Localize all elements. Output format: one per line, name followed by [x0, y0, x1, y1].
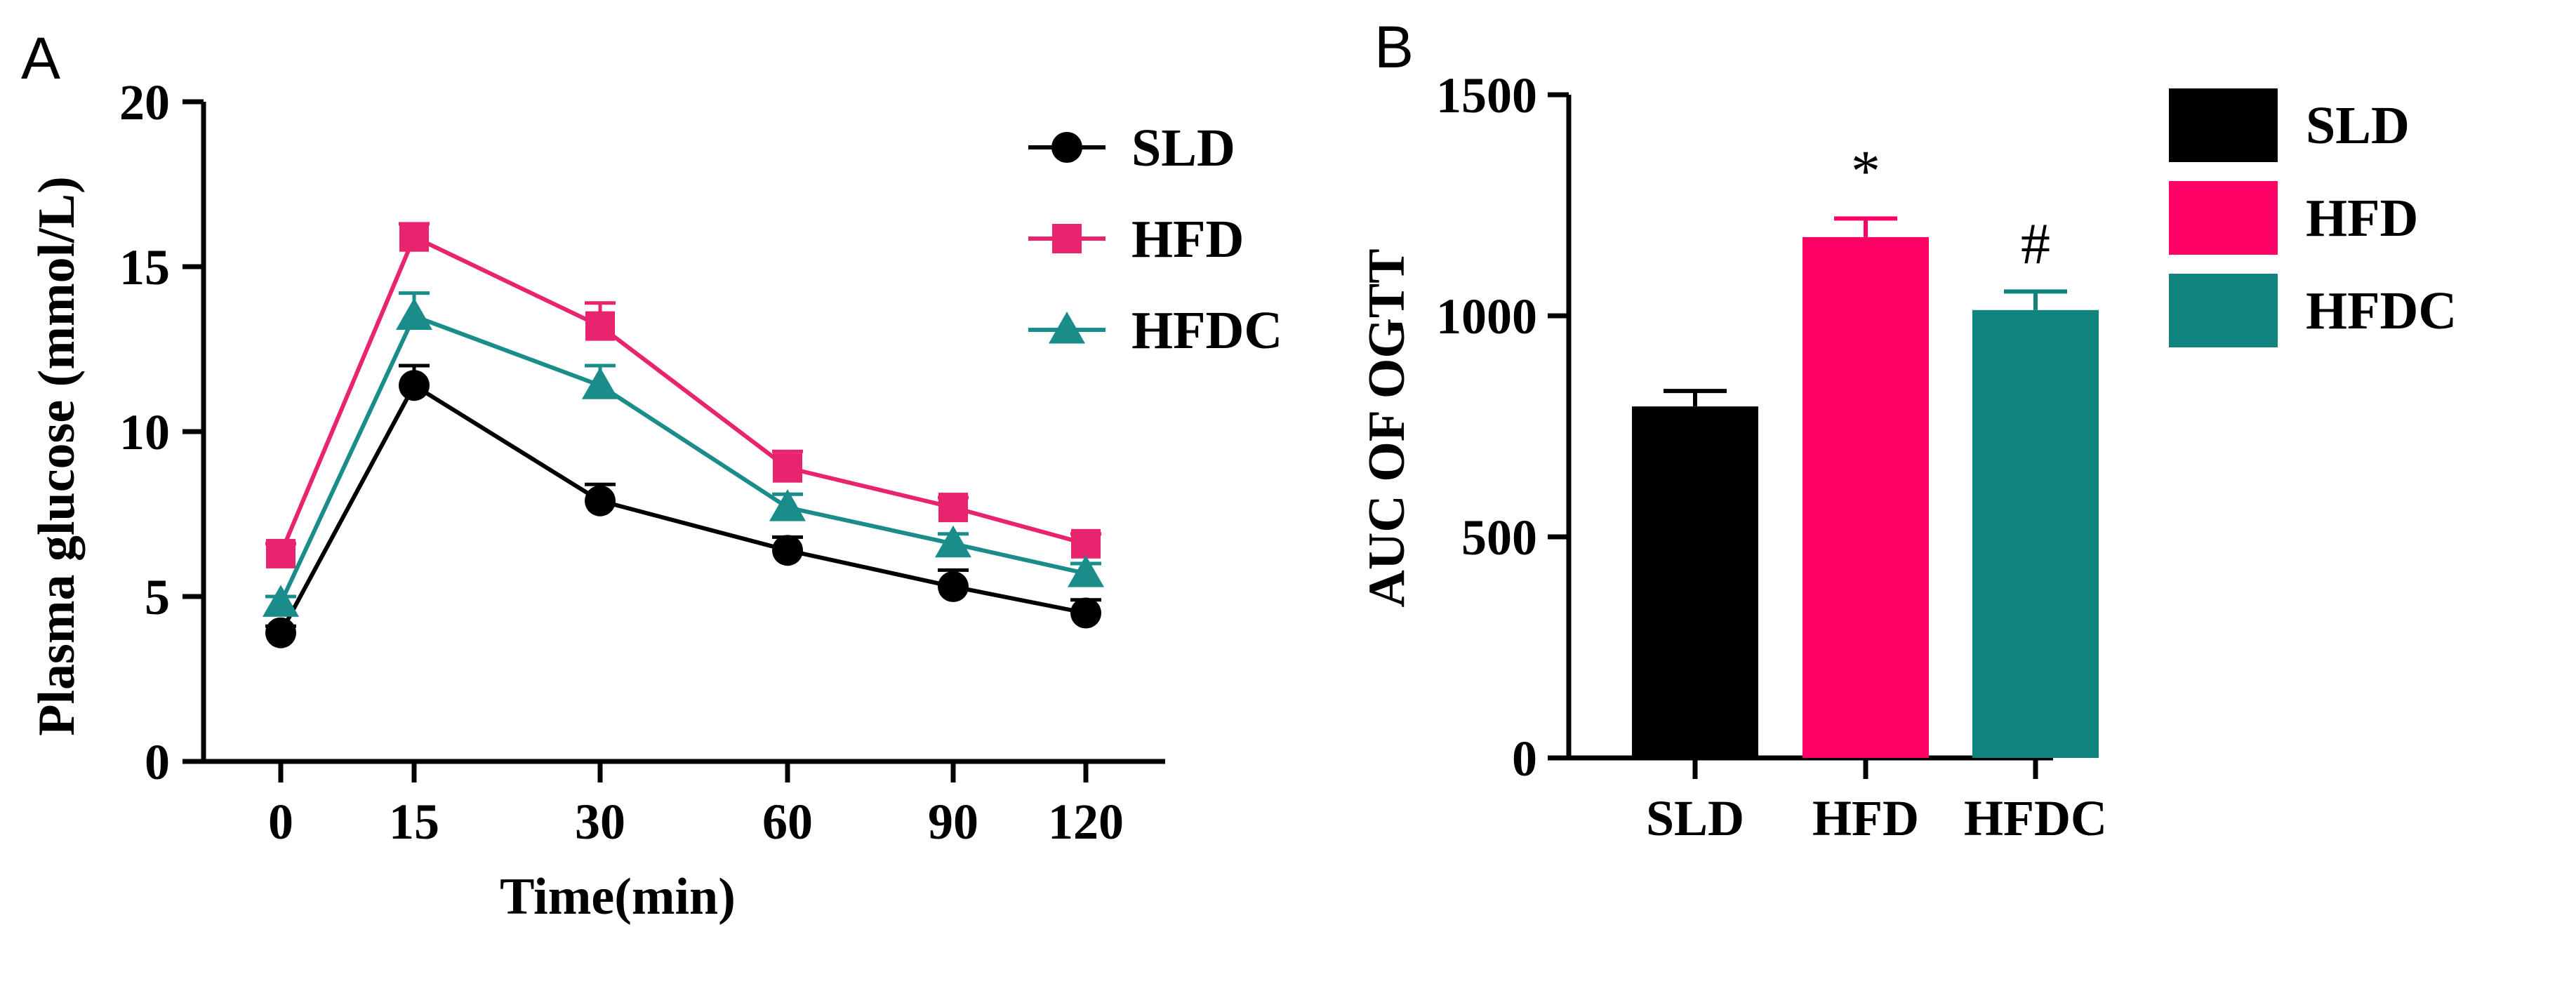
legend-marker-sld [1051, 132, 1082, 163]
data-point-hfd [938, 493, 968, 523]
legend-item-hfd: HFD [2169, 181, 2418, 255]
panel-b-y-tick-label: 1000 [1436, 288, 1537, 345]
panel-a-y-tick-label: 20 [119, 74, 170, 131]
legend-swatch-sld [2169, 88, 2278, 162]
panel-a-y-tick-label: 10 [119, 404, 170, 460]
bar-sld [1632, 406, 1758, 758]
panel-a-y-tick-label: 15 [119, 239, 170, 295]
data-point-sld [399, 370, 430, 401]
panel-a-x-tick-label: 60 [762, 794, 813, 850]
legend-item-hfdc: HFDC [2169, 274, 2457, 347]
data-point-sld [265, 617, 296, 648]
panel-b-y-tick-label: 0 [1512, 731, 1537, 787]
data-point-sld [1070, 597, 1101, 629]
panel-a-x-tick-label: 90 [928, 794, 978, 850]
significance-mark-hfd: * [1851, 138, 1880, 204]
panel-a-x-tick-label: 15 [389, 794, 439, 850]
data-point-hfdc [935, 525, 971, 558]
legend-marker-hfdc [1049, 312, 1085, 344]
panel-b-x-tick-label: HFDC [1964, 790, 2107, 846]
panel-a-x-tick-label: 120 [1048, 794, 1124, 850]
data-point-hfdc [769, 489, 806, 521]
series-hfdc [263, 291, 1104, 617]
series-sld [265, 364, 1101, 648]
legend-label: HFD [1131, 210, 1244, 269]
panel-b-x-tick-label: HFD [1812, 790, 1919, 846]
panel-a-legend: SLD HFD HFDC [1028, 119, 1282, 360]
legend-label: HFD [2306, 189, 2418, 248]
data-point-hfdc [582, 367, 618, 399]
significance-mark-hfdc: # [2021, 211, 2050, 277]
panel-a-letter: A [21, 25, 60, 91]
panel-a-y-axis: 0 5 10 15 20 [119, 74, 206, 790]
data-point-sld [938, 571, 969, 602]
panel-b-bars-layer: *# [1632, 138, 2099, 758]
data-point-hfdc [1068, 555, 1104, 587]
legend-item-hfdc: HFDC [1028, 301, 1282, 360]
legend-swatch-hfd [2169, 181, 2278, 255]
series-line-hfd [279, 234, 1087, 555]
bar-hfdc [1972, 309, 2099, 758]
legend-item-hfd: HFD [1028, 210, 1244, 269]
legend-label: SLD [2306, 96, 2410, 155]
data-point-hfd [585, 311, 615, 341]
panel-b-y-axis: 0 500 1000 1500 [1436, 67, 1572, 787]
data-point-hfd [773, 453, 802, 483]
panel-a-x-tick-label: 0 [268, 794, 293, 850]
panel-b-y-tick-label: 500 [1461, 509, 1537, 566]
data-point-sld [585, 485, 616, 517]
legend-item-sld: SLD [2169, 88, 2410, 162]
series-line-hfdc [279, 313, 1087, 604]
panel-a-y-tick-label: 0 [145, 734, 170, 790]
panel-b-x-axis: SLD HFD HFDC [1567, 755, 2107, 846]
panel-a-x-axis-title: Time(min) [500, 868, 736, 926]
panel-a-x-tick-label: 30 [575, 794, 625, 850]
data-point-hfd [399, 222, 429, 252]
legend-label: HFDC [1131, 301, 1282, 360]
legend-item-sld: SLD [1028, 119, 1235, 178]
data-point-hfdc [396, 298, 432, 330]
series-line-sld [279, 382, 1087, 634]
data-point-hfdc [263, 585, 299, 617]
panel-b-legend: SLD HFD HFDC [2169, 88, 2457, 347]
panel-b-x-tick-label: SLD [1646, 790, 1744, 846]
legend-swatch-hfdc [2169, 274, 2278, 347]
series-hfd [265, 222, 1101, 568]
panel-b-y-axis-title: AUC OF OGTT [1358, 248, 1416, 607]
panel-b-letter: B [1374, 14, 1414, 80]
panel-a-y-tick-label: 5 [145, 569, 170, 625]
data-point-hfd [266, 538, 296, 568]
data-point-hfd [1071, 528, 1101, 559]
panel-a-y-axis-title: Plasma glucose (mmol/L) [28, 176, 86, 735]
bar-hfd [1802, 236, 1929, 758]
data-point-sld [772, 535, 803, 566]
legend-marker-hfd [1052, 224, 1082, 253]
legend-label: HFDC [2306, 281, 2457, 340]
panel-a-x-axis: 0 15 30 60 90 120 [201, 759, 1165, 850]
panel-a-series-layer [263, 222, 1104, 648]
panel-a-line-chart: A 0 5 10 15 20 0 15 30 60 90 120 Time(min) Plasma… [21, 25, 1282, 926]
panel-b-y-tick-label: 1500 [1436, 67, 1537, 124]
legend-label: SLD [1131, 119, 1235, 178]
